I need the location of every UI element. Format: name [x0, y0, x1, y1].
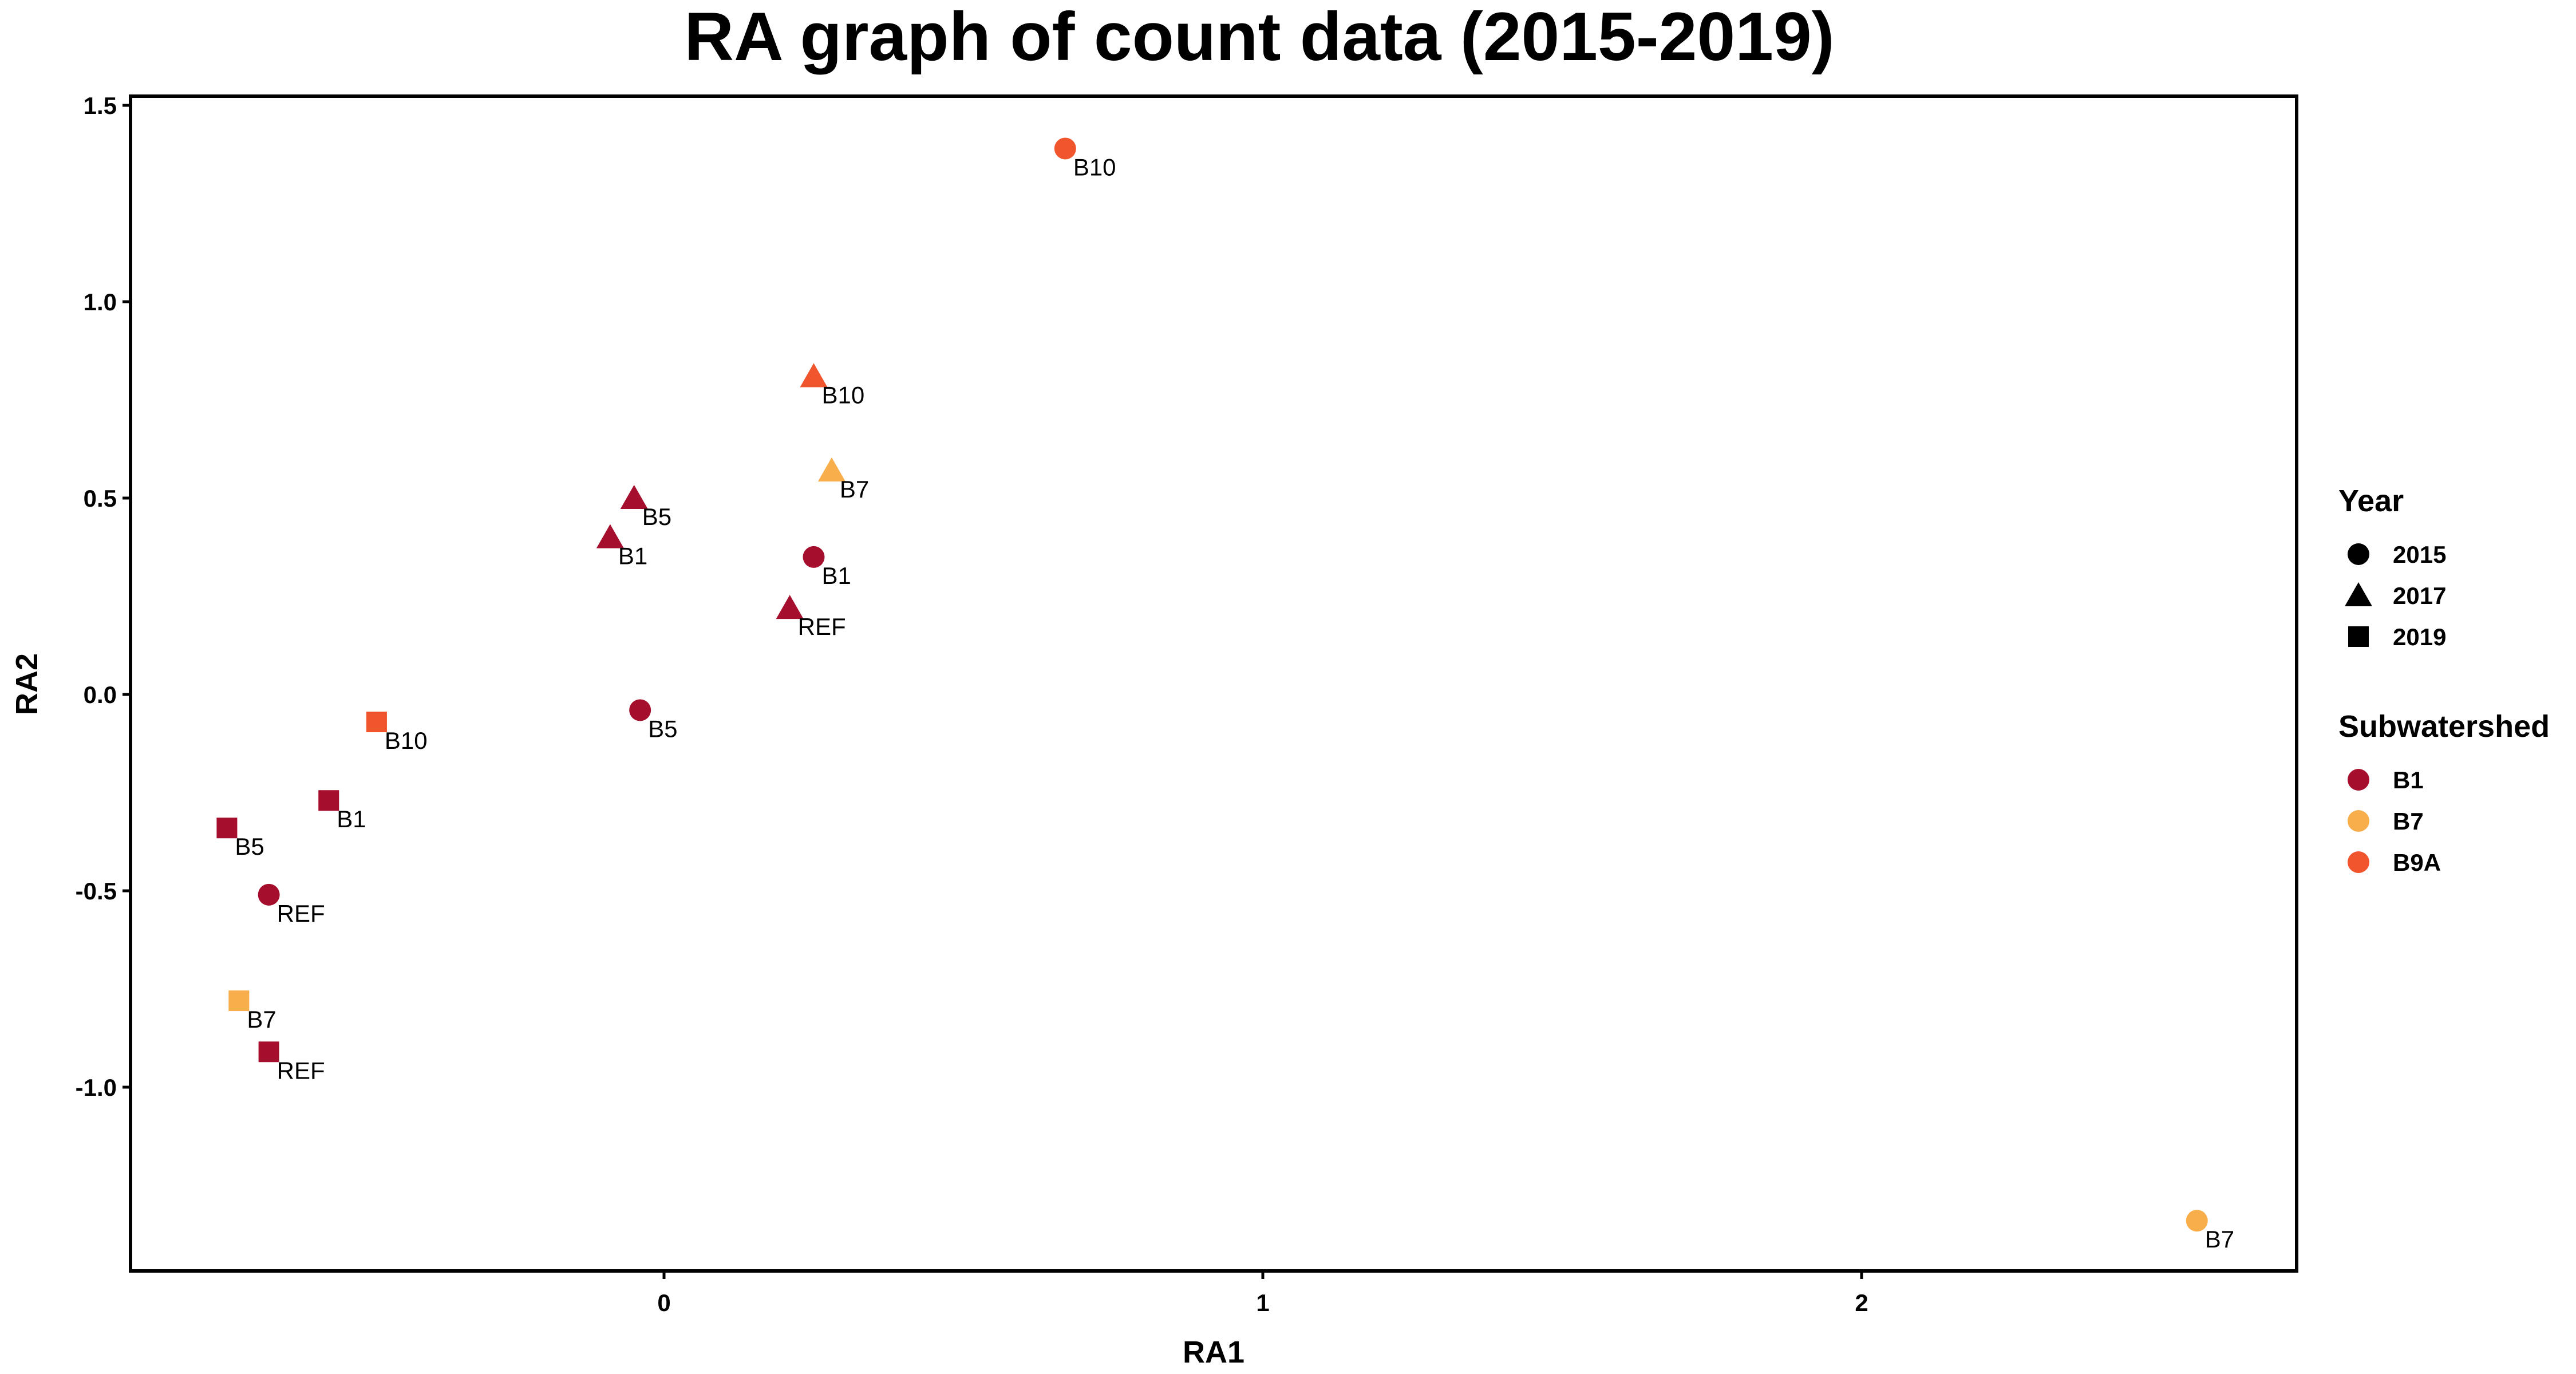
legend-year-key-circle-icon [2348, 543, 2369, 565]
data-point-label: B5 [642, 503, 671, 530]
legend-subwatershed-title: Subwatershed [2338, 709, 2550, 744]
data-point-label: B7 [840, 476, 869, 503]
data-point [817, 457, 846, 481]
data-point-label: B1 [822, 562, 851, 589]
legend-subwatershed: Subwatershed B1 B7 B9A [2338, 709, 2550, 876]
data-point-label: B10 [385, 727, 428, 754]
data-point-label: B7 [2205, 1226, 2234, 1253]
data-point [620, 485, 648, 509]
data-point-label: B10 [822, 381, 865, 408]
data-point [366, 712, 387, 733]
legend-year-item-label: 2017 [2393, 582, 2446, 609]
x-axis: 0 1 2 [657, 1271, 1868, 1316]
data-point-label: B7 [247, 1006, 276, 1033]
legend-year-title: Year [2338, 484, 2404, 518]
data-point-label: REF [277, 1057, 325, 1084]
data-point [596, 524, 624, 548]
data-point-label: REF [798, 613, 846, 640]
y-axis: 1.5 1.0 0.5 0.0 -0.5 -1.0 [76, 92, 131, 1101]
plot-panel-border [129, 94, 2298, 1273]
y-tick-label: 1.0 [84, 289, 117, 315]
data-point [1054, 137, 1076, 160]
y-tick-label: -0.5 [76, 878, 117, 905]
legend-year: Year 2015 2017 2019 [2338, 484, 2446, 650]
data-point-label: B5 [648, 715, 677, 742]
chart-title: RA graph of count data (2015-2019) [684, 0, 1834, 75]
data-point-label: B5 [235, 833, 264, 860]
legend-subwatershed-key-dot-icon [2348, 769, 2369, 791]
legend-year-item-label: 2015 [2393, 541, 2446, 568]
legend-year-key-square-icon [2348, 626, 2369, 647]
data-point [258, 883, 280, 906]
x-tick-label: 2 [1855, 1289, 1868, 1316]
legend-year-key-triangle-icon [2345, 582, 2372, 606]
x-tick-label: 1 [1256, 1289, 1269, 1316]
legend-subwatershed-item-label: B9A [2393, 849, 2441, 876]
y-axis-title: RA2 [10, 653, 44, 715]
y-tick-label: 1.5 [84, 92, 117, 119]
legend-subwatershed-key-dot-icon [2348, 851, 2369, 873]
data-point [800, 363, 828, 388]
data-point [776, 595, 804, 619]
data-point [216, 818, 238, 839]
data-point [318, 790, 339, 811]
y-tick-label: -1.0 [76, 1074, 117, 1101]
data-point-label: B10 [1073, 153, 1116, 180]
legend-subwatershed-item-label: B7 [2393, 808, 2424, 835]
y-tick-label: 0.0 [84, 681, 117, 708]
legend-year-item-label: 2019 [2393, 623, 2446, 650]
legend-subwatershed-key-dot-icon [2348, 810, 2369, 832]
data-point [2186, 1210, 2208, 1232]
data-point-label: B1 [618, 543, 647, 570]
data-point [228, 990, 250, 1012]
data-point-label: REF [277, 900, 325, 927]
x-axis-title: RA1 [1183, 1335, 1244, 1369]
data-point [258, 1041, 279, 1063]
x-tick-label: 0 [657, 1289, 670, 1316]
data-point-label: B1 [337, 806, 366, 832]
data-point [803, 546, 825, 568]
y-tick-label: 0.5 [84, 485, 117, 512]
legend-subwatershed-item-label: B1 [2393, 767, 2424, 793]
data-point [629, 699, 651, 721]
